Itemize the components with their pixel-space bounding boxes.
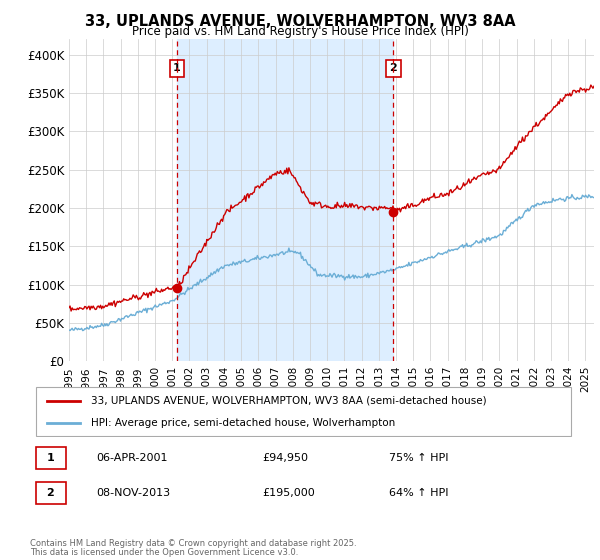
Text: 2: 2 [389, 63, 397, 73]
Text: 64% ↑ HPI: 64% ↑ HPI [389, 488, 448, 498]
Text: This data is licensed under the Open Government Licence v3.0.: This data is licensed under the Open Gov… [30, 548, 298, 557]
Text: 1: 1 [47, 453, 54, 463]
FancyBboxPatch shape [35, 447, 66, 469]
Text: 1: 1 [173, 63, 181, 73]
Text: £94,950: £94,950 [262, 453, 308, 463]
Text: Contains HM Land Registry data © Crown copyright and database right 2025.: Contains HM Land Registry data © Crown c… [30, 539, 356, 548]
Text: Price paid vs. HM Land Registry's House Price Index (HPI): Price paid vs. HM Land Registry's House … [131, 25, 469, 38]
Text: £195,000: £195,000 [262, 488, 314, 498]
Text: 2: 2 [47, 488, 54, 498]
Bar [177, 39, 394, 361]
Text: 08-NOV-2013: 08-NOV-2013 [96, 488, 170, 498]
Text: 33, UPLANDS AVENUE, WOLVERHAMPTON, WV3 8AA (semi-detached house): 33, UPLANDS AVENUE, WOLVERHAMPTON, WV3 8… [91, 395, 487, 405]
Text: 33, UPLANDS AVENUE, WOLVERHAMPTON, WV3 8AA: 33, UPLANDS AVENUE, WOLVERHAMPTON, WV3 8… [85, 14, 515, 29]
FancyBboxPatch shape [35, 482, 66, 505]
Text: HPI: Average price, semi-detached house, Wolverhampton: HPI: Average price, semi-detached house,… [91, 418, 395, 428]
Text: 06-APR-2001: 06-APR-2001 [96, 453, 168, 463]
FancyBboxPatch shape [35, 388, 571, 436]
Text: 75% ↑ HPI: 75% ↑ HPI [389, 453, 448, 463]
